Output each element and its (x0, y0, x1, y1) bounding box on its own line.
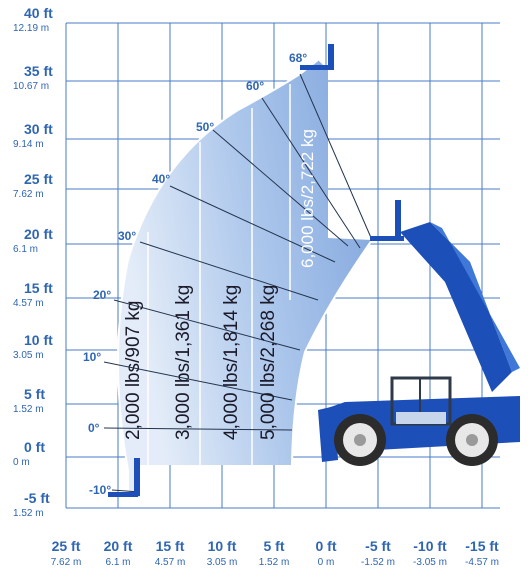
y-tick-ft: 5 ft (24, 386, 45, 402)
telehandler-machine (318, 200, 520, 466)
x-tick-m: 4.57 m (155, 557, 186, 568)
angle-ray (113, 299, 301, 351)
capacity-labels: 2,000 lbs/907 kg 3,000 lbs/1,361 kg 4,000 … (123, 129, 317, 440)
x-tick-m: 0 m (318, 557, 335, 568)
y-tick-m: 7.62 m (13, 189, 44, 200)
y-tick-m: 10.67 m (13, 81, 49, 92)
x-tick-m: 1.52 m (259, 557, 290, 568)
angle-ray (169, 185, 336, 263)
y-tick-ft: 10 ft (24, 332, 53, 348)
angle-ray (139, 241, 319, 301)
y-tick-ft: 20 ft (24, 226, 53, 242)
capacity-label: 4,000 lbs/1,814 kg (221, 285, 242, 440)
angle-label: -10° (89, 483, 111, 497)
angle-label: 50° (196, 120, 214, 134)
angle-label: 40° (152, 172, 170, 186)
capacity-label: 3,000 lbs/1,361 kg (173, 285, 194, 440)
x-tick-ft: 25 ft (52, 538, 81, 554)
angle-label: 0° (88, 421, 100, 435)
angle-rays (103, 73, 373, 493)
capacity-label: 5,000 lbs/2,268 kg (258, 285, 279, 440)
x-tick-ft: 15 ft (156, 538, 185, 554)
angle-label: 10° (83, 350, 101, 364)
angle-ray (103, 361, 293, 401)
angle-label: 68° (289, 51, 307, 65)
angle-ray (299, 73, 373, 241)
x-tick-ft: -5 ft (365, 538, 391, 554)
angle-ray (212, 129, 349, 247)
y-tick-ft: 40 ft (24, 5, 53, 21)
zone-outline-inner (291, 239, 373, 466)
x-tick-ft: 20 ft (104, 538, 133, 554)
x-tick-ft: -15 ft (465, 538, 499, 554)
x-tick-m: -1.52 m (361, 557, 395, 568)
y-tick-m: 1.52 m (13, 404, 44, 415)
y-tick-m: 3.05 m (13, 350, 44, 361)
x-tick-m: -4.57 m (465, 557, 499, 568)
y-tick-ft: -5 ft (24, 490, 50, 506)
x-tick-m: 3.05 m (207, 557, 238, 568)
y-tick-m: 9.14 m (13, 139, 44, 150)
capacity-dividers (147, 84, 291, 465)
fork-bracket-bottom (108, 458, 140, 497)
capacity-label: 2,000 lbs/907 kg (123, 301, 144, 440)
angle-labels: 68° 60° 50° 40° 30° 20° 10° 0° -10° (83, 51, 307, 497)
x-axis-labels: 25 ft 7.62 m 20 ft 6.1 m 15 ft 4.57 m 10 ft 3.0… (51, 538, 499, 568)
fork-bracket-top (300, 44, 334, 70)
y-tick-m: 4.57 m (13, 298, 44, 309)
y-axis-labels: 40 ft 12.19 m 35 ft 10.67 m 30 ft 9.14 m 25 ft… (13, 5, 53, 519)
angle-label: 20° (93, 288, 111, 302)
x-tick-m: 7.62 m (51, 557, 82, 568)
y-tick-m: 6.1 m (13, 244, 38, 255)
angle-ray (261, 97, 361, 249)
x-tick-ft: 10 ft (208, 538, 237, 554)
angle-ray (103, 427, 293, 431)
y-tick-ft: 15 ft (24, 280, 53, 296)
y-tick-m: 12.19 m (13, 23, 49, 34)
x-tick-m: 6.1 m (105, 557, 130, 568)
x-tick-ft: 0 ft (316, 538, 337, 554)
x-tick-ft: 5 ft (264, 538, 285, 554)
y-tick-m: 1.52 m (13, 508, 44, 519)
x-tick-m: -3.05 m (413, 557, 447, 568)
angle-label: 30° (118, 229, 136, 243)
y-tick-ft: 35 ft (24, 63, 53, 79)
x-tick-ft: -10 ft (413, 538, 447, 554)
y-tick-m: 0 m (13, 457, 30, 468)
y-tick-ft: 0 ft (24, 439, 45, 455)
zone-outline (117, 59, 319, 497)
y-tick-ft: 25 ft (24, 171, 53, 187)
angle-label: 60° (246, 79, 264, 93)
y-tick-ft: 30 ft (24, 121, 53, 137)
capacity-label-max: 6,000 lbs/2,722 kg (298, 129, 317, 268)
